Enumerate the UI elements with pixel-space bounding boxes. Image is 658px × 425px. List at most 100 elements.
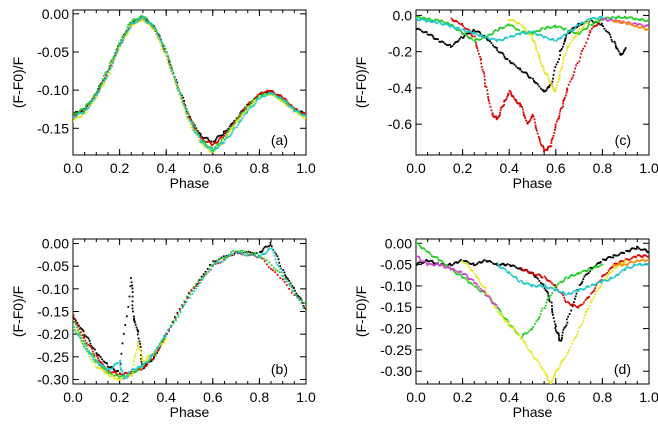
data-point xyxy=(80,339,83,342)
data-point xyxy=(543,275,546,278)
data-point xyxy=(128,374,131,376)
data-point xyxy=(478,280,481,283)
data-point xyxy=(554,373,557,376)
data-point xyxy=(254,99,257,102)
y-tick-label: -0.15 xyxy=(37,304,69,320)
data-point xyxy=(487,33,490,36)
data-point xyxy=(186,296,189,299)
data-point xyxy=(455,273,458,275)
data-point xyxy=(143,21,146,24)
data-point xyxy=(559,54,562,57)
data-point xyxy=(280,100,282,102)
data-point xyxy=(113,58,116,61)
data-point xyxy=(153,26,155,29)
data-point xyxy=(273,251,276,254)
data-point xyxy=(608,272,610,275)
data-point xyxy=(418,257,421,260)
x-tick-label: 0.8 xyxy=(250,389,270,405)
data-point xyxy=(592,296,595,299)
data-point xyxy=(637,26,640,29)
data-point xyxy=(538,315,541,318)
data-point xyxy=(79,338,82,341)
data-point xyxy=(288,105,290,108)
data-point xyxy=(552,73,555,76)
data-point xyxy=(590,292,593,295)
data-point xyxy=(93,97,96,100)
data-point xyxy=(124,376,127,379)
data-point xyxy=(581,27,583,30)
data-point xyxy=(569,80,572,83)
data-point xyxy=(128,28,131,31)
data-point xyxy=(119,363,122,365)
data-point xyxy=(221,137,224,140)
data-point xyxy=(552,25,555,28)
data-point xyxy=(91,356,94,358)
data-point xyxy=(116,49,119,52)
data-point xyxy=(112,371,114,374)
data-point xyxy=(638,260,641,262)
data-point xyxy=(76,333,79,336)
data-point xyxy=(157,345,160,347)
data-point xyxy=(623,261,626,263)
data-point xyxy=(281,274,284,277)
data-point xyxy=(476,47,479,50)
data-point xyxy=(93,100,95,102)
data-point xyxy=(74,320,77,323)
data-point xyxy=(543,35,546,38)
data-point xyxy=(137,369,140,371)
data-point xyxy=(468,29,470,31)
data-point xyxy=(233,127,236,130)
data-point xyxy=(162,46,165,49)
data-point xyxy=(220,256,223,259)
data-point xyxy=(85,345,88,347)
data-point xyxy=(496,39,498,42)
data-point xyxy=(142,20,145,22)
data-point xyxy=(256,97,259,100)
data-point xyxy=(416,262,419,265)
data-point xyxy=(146,363,149,366)
data-point xyxy=(572,303,575,306)
data-point xyxy=(617,273,620,276)
data-point xyxy=(221,142,224,144)
data-point xyxy=(172,322,175,325)
data-point xyxy=(513,34,516,37)
data-point xyxy=(238,251,240,254)
data-series-6 xyxy=(416,255,499,309)
data-point xyxy=(586,37,589,40)
data-point xyxy=(422,262,425,264)
data-point xyxy=(587,25,590,28)
data-point xyxy=(122,332,125,335)
data-point xyxy=(536,285,539,288)
data-point xyxy=(130,281,133,284)
data-point xyxy=(430,19,433,22)
data-point xyxy=(129,372,132,375)
data-point xyxy=(521,25,524,28)
data-point xyxy=(449,25,452,28)
data-point xyxy=(204,273,207,276)
data-point xyxy=(487,96,489,98)
data-point xyxy=(180,97,183,100)
data-point xyxy=(436,256,439,259)
data-point xyxy=(612,254,615,257)
data-point xyxy=(143,360,146,363)
data-point xyxy=(502,267,505,270)
data-point xyxy=(534,45,537,48)
data-point xyxy=(556,81,559,83)
data-point xyxy=(564,325,567,328)
data-point xyxy=(494,39,497,41)
data-point xyxy=(473,35,476,38)
data-point xyxy=(629,258,632,261)
data-point xyxy=(468,278,470,280)
data-point xyxy=(539,62,542,64)
data-point xyxy=(104,361,106,364)
data-point xyxy=(577,305,580,308)
data-point xyxy=(146,356,149,358)
data-point xyxy=(185,109,187,112)
data-point xyxy=(241,249,244,252)
data-point xyxy=(606,256,609,259)
data-point xyxy=(73,329,76,332)
data-point xyxy=(460,258,462,261)
data-point xyxy=(637,260,640,263)
data-point xyxy=(486,35,489,38)
data-point xyxy=(104,368,106,371)
